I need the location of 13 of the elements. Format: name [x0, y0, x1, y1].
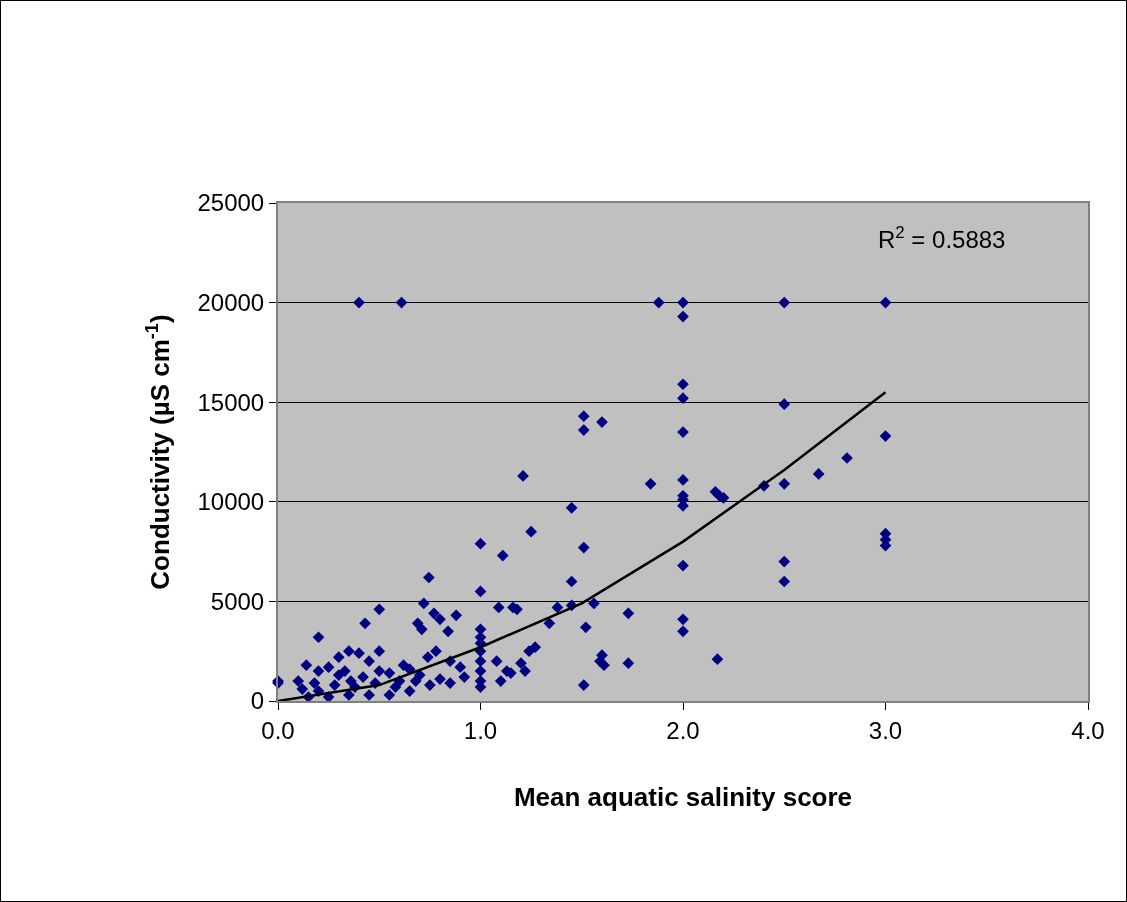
y-tick-label: 15000 — [197, 388, 265, 416]
y-tick-label: 5000 — [210, 587, 265, 615]
x-tick-label: 0.0 — [261, 716, 295, 744]
x-tick-label: 2.0 — [666, 716, 700, 744]
y-tick-label: 25000 — [197, 189, 265, 217]
y-tick-label: 20000 — [197, 289, 265, 316]
x-tick-label: 3.0 — [868, 716, 903, 744]
x-axis-title: Mean aquatic salinity score — [513, 782, 853, 812]
x-tick-label: 4.0 — [1071, 716, 1105, 744]
y-tick-label: 10000 — [197, 488, 265, 516]
annotation: R$^{2}$ = 0.5883 — [878, 223, 1006, 254]
y-tick-label: 0 — [250, 687, 265, 715]
x-tick-label: 1.0 — [463, 716, 498, 744]
